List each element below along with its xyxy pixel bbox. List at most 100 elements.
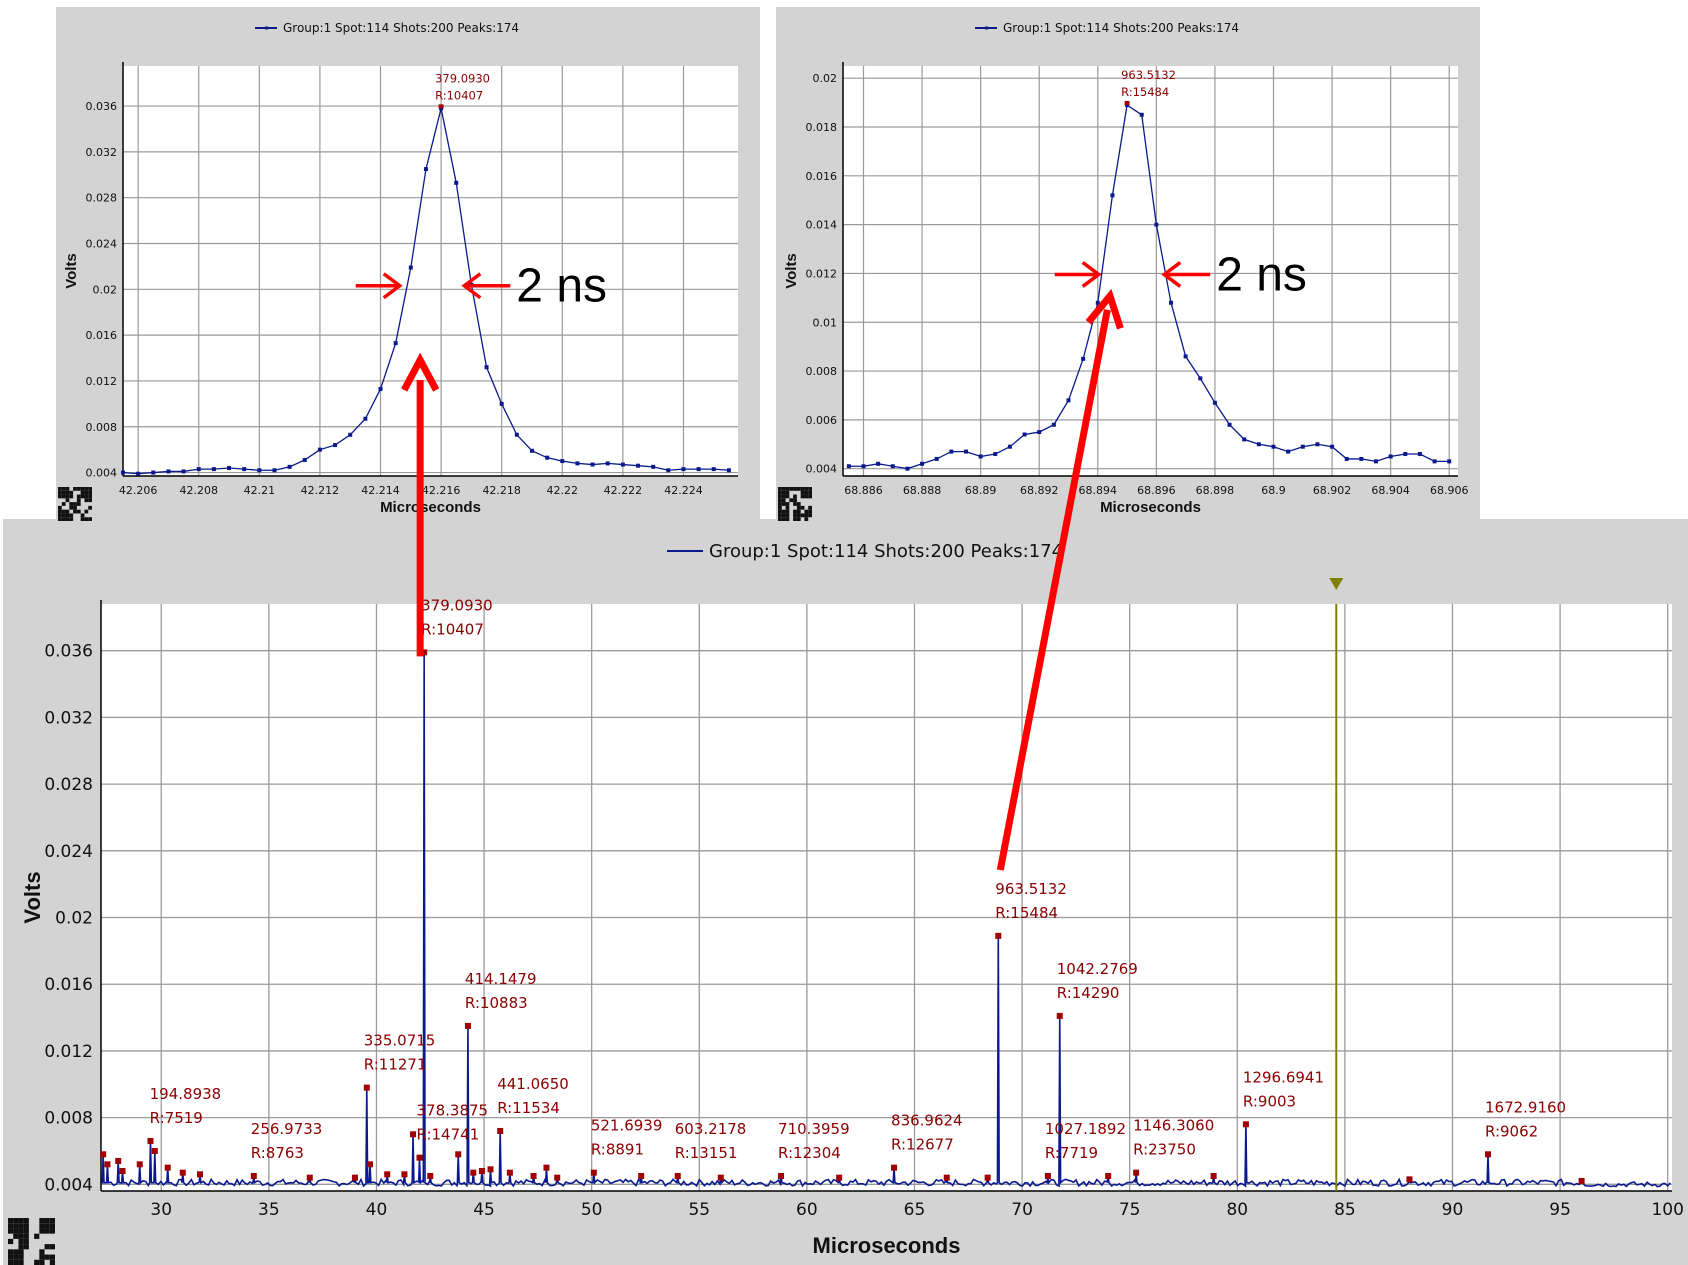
qr-code-cell bbox=[18, 1249, 24, 1255]
main-peak-marker bbox=[554, 1174, 561, 1181]
qr-code-cell bbox=[793, 487, 797, 491]
zoom1-data-point bbox=[393, 341, 398, 346]
qr-code-cell bbox=[88, 490, 92, 495]
zoom2-peak-label-mz: 963.5132 bbox=[1121, 68, 1176, 82]
zoom1-data-point bbox=[121, 470, 125, 475]
zoom1-data-point bbox=[333, 443, 338, 448]
zoom1-data-point bbox=[257, 468, 262, 473]
zoom2-data-point bbox=[1037, 430, 1042, 435]
zoom1-data-point bbox=[499, 401, 504, 406]
qr-code-cell bbox=[18, 1254, 24, 1260]
zoom2-plot-area bbox=[843, 66, 1458, 476]
zoom2-data-point bbox=[1227, 422, 1232, 427]
zoom1-data-point bbox=[681, 467, 686, 472]
zoom1-peak-label-mz: 379.0930 bbox=[435, 71, 490, 85]
zoom1-y-tick-label: 0.008 bbox=[86, 421, 118, 434]
qr-code-cell bbox=[73, 505, 77, 510]
qr-code-cell bbox=[778, 509, 782, 514]
qr-code-cell bbox=[49, 1259, 55, 1265]
qr-code-cell bbox=[69, 505, 74, 510]
zoom2-x-tick-label: 68.898 bbox=[1196, 484, 1235, 497]
qr-code-cell bbox=[69, 490, 74, 495]
qr-code-cell bbox=[781, 509, 786, 514]
zoom2-y-tick-label: 0.012 bbox=[806, 267, 838, 280]
qr-code-cell bbox=[58, 505, 62, 510]
qr-code-cell bbox=[58, 513, 62, 518]
zoom1-data-point bbox=[348, 432, 353, 437]
zoom2-x-tick-label: 68.894 bbox=[1079, 484, 1118, 497]
main-x-tick-label: 80 bbox=[1226, 1200, 1248, 1220]
zoom1-data-point bbox=[514, 432, 519, 437]
qr-code-cell bbox=[39, 1228, 45, 1234]
zoom1-data-point bbox=[272, 468, 277, 473]
zoom1-y-tick-label: 0.036 bbox=[86, 100, 118, 113]
qr-code-cell bbox=[808, 487, 812, 491]
zoom2-data-point bbox=[1183, 354, 1188, 359]
qr-code-cell bbox=[8, 1254, 14, 1260]
qr-code-cell bbox=[804, 487, 809, 491]
main-x-tick-label: 75 bbox=[1119, 1200, 1141, 1220]
main-peak-label-res: R:9003 bbox=[1243, 1092, 1296, 1110]
zoom2-data-point bbox=[1139, 112, 1144, 117]
main-y-tick-label: 0.028 bbox=[44, 775, 93, 795]
zoom1-chart: 42.206 42.208 42.21 42.212 42.214 42.216 42.21… bbox=[63, 21, 738, 516]
qr-code-cell bbox=[39, 1259, 45, 1265]
zoom1-y-tick-label: 0.02 bbox=[93, 283, 118, 296]
qr-code-cell bbox=[13, 1228, 19, 1234]
zoom2-y-tick-label: 0.01 bbox=[813, 316, 838, 329]
main-chart: 30 35 40 45 50 55 60 65 70 75 80 85 90 95 100 0.004 0.00… bbox=[20, 541, 1684, 1258]
main-peak-marker bbox=[136, 1161, 143, 1168]
main-peak-marker bbox=[1056, 1012, 1063, 1019]
main-peak-label-res: R:10407 bbox=[421, 620, 484, 638]
zoom2-data-point bbox=[890, 464, 895, 469]
main-peak-label-res: R:12304 bbox=[778, 1144, 841, 1162]
zoom2-y-tick-label: 0.02 bbox=[813, 72, 838, 85]
main-peak-marker bbox=[421, 649, 428, 656]
zoom1-data-point bbox=[363, 416, 368, 421]
qr-code-cell bbox=[76, 498, 81, 503]
zoom1-y-tick-label: 0.028 bbox=[86, 192, 118, 205]
main-peak-marker bbox=[470, 1169, 477, 1176]
zoom1-fwhm-right-arrowhead-icon bbox=[461, 272, 482, 300]
main-peak-marker bbox=[778, 1172, 785, 1179]
qr-code-cell bbox=[808, 505, 812, 510]
main-peak-marker bbox=[367, 1161, 374, 1168]
qr-code-cell bbox=[58, 487, 62, 491]
main-peak-label-res: R:15484 bbox=[995, 904, 1058, 922]
zoom1-data-point bbox=[423, 167, 428, 172]
zoom1-x-axis-title: Microseconds bbox=[380, 499, 481, 516]
main-peak-marker bbox=[164, 1164, 171, 1171]
qr-code-cell bbox=[793, 498, 797, 503]
main-peak-label-mz: 441.0650 bbox=[497, 1075, 569, 1093]
main-peak-marker bbox=[384, 1171, 391, 1178]
zoom2-legend-marker bbox=[985, 26, 988, 30]
zoom1-data-point bbox=[317, 447, 322, 452]
qr-code-cell bbox=[44, 1228, 50, 1234]
main-y-tick-label: 0.016 bbox=[44, 975, 93, 995]
qr-code-cell bbox=[18, 1259, 24, 1265]
qr-code-cell bbox=[84, 487, 89, 491]
zoom2-data-point bbox=[1154, 222, 1159, 227]
main-peak-marker bbox=[427, 1172, 434, 1179]
qr-code-cell bbox=[49, 1223, 55, 1229]
main-peak-label-res: R:23750 bbox=[1133, 1141, 1196, 1159]
zoom1-y-tick-label: 0.032 bbox=[86, 146, 118, 159]
qr-code-cell bbox=[58, 517, 62, 521]
qr-code-cell bbox=[13, 1249, 19, 1255]
qr-code-cell bbox=[796, 517, 801, 521]
main-peak-marker bbox=[100, 1151, 107, 1158]
main-peak-label-mz: 710.3959 bbox=[778, 1120, 850, 1138]
zoom2-x-axis-title: Microseconds bbox=[1100, 499, 1201, 516]
qr-code-cell bbox=[65, 513, 70, 518]
qr-code-cell bbox=[88, 505, 92, 510]
arrow-to-zoom2 bbox=[996, 309, 1111, 871]
main-peak-label-mz: 1296.6941 bbox=[1243, 1068, 1324, 1086]
main-peak-marker bbox=[455, 1151, 462, 1158]
main-peak-label-res: R:7519 bbox=[150, 1109, 203, 1127]
qr-code-cell bbox=[18, 1218, 24, 1224]
main-peak-label-mz: 521.6939 bbox=[591, 1117, 663, 1135]
main-peak-label-mz: 335.0715 bbox=[364, 1032, 436, 1050]
qr-code-cell bbox=[804, 513, 809, 518]
zoom2-x-tick-label: 68.9 bbox=[1261, 484, 1286, 497]
qr-code-cell bbox=[61, 513, 66, 518]
